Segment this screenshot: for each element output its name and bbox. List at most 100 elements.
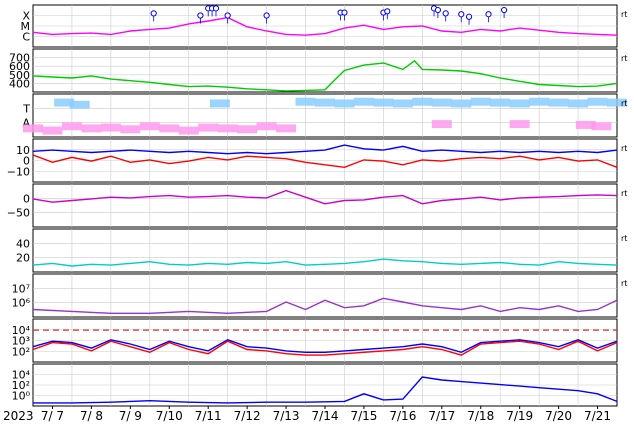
y-tick-label: C bbox=[22, 31, 30, 44]
panel-electron-flux-low: 40 20 rt bbox=[16, 228, 627, 273]
scatter-mark bbox=[315, 98, 335, 107]
right-marker: rt bbox=[621, 234, 627, 243]
x-tick-label: 7/19 bbox=[506, 409, 533, 423]
scatter-mark bbox=[159, 124, 180, 133]
series-line bbox=[32, 59, 618, 92]
x-tick-label: 7/15 bbox=[350, 409, 377, 423]
y-tick-label: 10 bbox=[16, 144, 30, 157]
x-tick-label: 7/11 bbox=[195, 409, 222, 423]
scatter-mark bbox=[490, 98, 511, 107]
scatter-mark bbox=[470, 97, 491, 106]
scatter-mark bbox=[392, 99, 413, 108]
scatter-mark bbox=[42, 126, 63, 135]
y-tick-label: 0 bbox=[23, 192, 30, 205]
flare-marker bbox=[434, 6, 442, 14]
y-tick-label: M bbox=[21, 20, 31, 33]
series-line bbox=[32, 340, 618, 356]
x-tick-label: 7/21 bbox=[584, 409, 611, 423]
flare-marker bbox=[442, 10, 449, 17]
y-tick-label: 400 bbox=[9, 77, 30, 90]
y-tick-label: 10⁴ bbox=[12, 369, 31, 382]
panel-frame bbox=[32, 48, 618, 93]
x-tick-label: 7/17 bbox=[428, 409, 455, 423]
y-tick-label: 10⁶ bbox=[12, 297, 31, 310]
scatter-mark bbox=[373, 98, 394, 107]
y-tick-label: A bbox=[22, 117, 30, 130]
series-line bbox=[32, 297, 618, 315]
flare-marker bbox=[224, 12, 231, 19]
flare-marker bbox=[500, 6, 508, 14]
series-line bbox=[32, 258, 618, 267]
panel-frame bbox=[32, 273, 618, 318]
x-tick-label: 7/20 bbox=[545, 409, 572, 423]
y-tick-label: −50 bbox=[7, 207, 30, 220]
right-marker: rt bbox=[621, 189, 627, 198]
series-line bbox=[33, 376, 618, 404]
scatter-mark bbox=[607, 98, 627, 107]
right-marker: rt bbox=[621, 54, 627, 63]
scatter-mark bbox=[81, 124, 102, 133]
flare-marker bbox=[384, 8, 391, 15]
y-tick-label: 0 bbox=[23, 155, 30, 168]
scatter-mark bbox=[591, 122, 612, 131]
x-tick-label: 7/18 bbox=[467, 409, 494, 423]
y-tick-label: 500 bbox=[9, 69, 30, 82]
series-line bbox=[32, 339, 618, 354]
series-line bbox=[32, 189, 618, 205]
x-tick-label: 7/ 8 bbox=[80, 409, 103, 423]
y-tick-label: T bbox=[22, 102, 30, 115]
series-line bbox=[32, 16, 618, 36]
flare-marker bbox=[341, 9, 348, 16]
scatter-mark bbox=[587, 97, 608, 106]
y-tick-label: 20 bbox=[16, 252, 30, 265]
x-axis-year: 2023 bbox=[3, 409, 34, 423]
panel-proton-flux: 10⁷ 10⁶ rt bbox=[12, 273, 627, 318]
scatter-mark bbox=[548, 98, 569, 107]
scatter-mark bbox=[23, 124, 43, 133]
scatter-mark bbox=[451, 99, 472, 108]
series-line bbox=[32, 144, 618, 155]
scatter-mark bbox=[54, 98, 75, 107]
y-tick-label: 600 bbox=[9, 60, 30, 73]
scatter-mark bbox=[295, 97, 316, 106]
flare-marker bbox=[263, 12, 270, 19]
y-tick-label: 10² bbox=[12, 379, 30, 392]
right-marker: rt bbox=[621, 144, 627, 153]
scatter-mark bbox=[178, 126, 199, 135]
scatter-mark bbox=[69, 100, 90, 109]
scatter-mark bbox=[412, 97, 433, 106]
y-tick-label: 10⁴ bbox=[12, 324, 31, 337]
scatter-mark bbox=[529, 97, 550, 106]
y-tick-label: 10² bbox=[12, 345, 30, 358]
x-tick-label: 7/ 7 bbox=[41, 409, 64, 423]
scatter-mark bbox=[237, 125, 258, 134]
scatter-mark bbox=[353, 97, 374, 106]
x-axis: 2023 7/ 7 7/ 8 7/ 9 7/10 7/11 7/12 7/13 7/14 7/15… bbox=[3, 406, 611, 423]
y-tick-label: 700 bbox=[9, 52, 30, 65]
scatter-mark bbox=[509, 99, 530, 108]
scatter-mark bbox=[209, 99, 230, 108]
y-tick-label: X bbox=[22, 10, 30, 23]
right-marker: rt bbox=[621, 279, 627, 288]
scatter-mark bbox=[431, 98, 452, 107]
scatter-mark bbox=[276, 124, 297, 133]
panel-frame bbox=[32, 228, 618, 273]
scatter-mark bbox=[139, 122, 160, 131]
y-tick-label: 10⁷ bbox=[12, 282, 30, 295]
panel-dst-index: 0 −50 rt bbox=[7, 183, 627, 228]
scatter-mark bbox=[568, 99, 589, 108]
scatter-mark bbox=[509, 120, 530, 129]
y-tick-label: 40 bbox=[16, 237, 30, 250]
scatter-mark bbox=[431, 120, 452, 129]
x-tick-label: 7/14 bbox=[312, 409, 339, 423]
x-tick-label: 7/12 bbox=[234, 409, 261, 423]
flare-marker bbox=[150, 10, 157, 17]
flare-marker bbox=[458, 11, 465, 18]
x-tick-label: 7/16 bbox=[389, 409, 416, 423]
y-tick-label: 10⁰ bbox=[12, 390, 31, 403]
flare-marker bbox=[485, 11, 492, 18]
